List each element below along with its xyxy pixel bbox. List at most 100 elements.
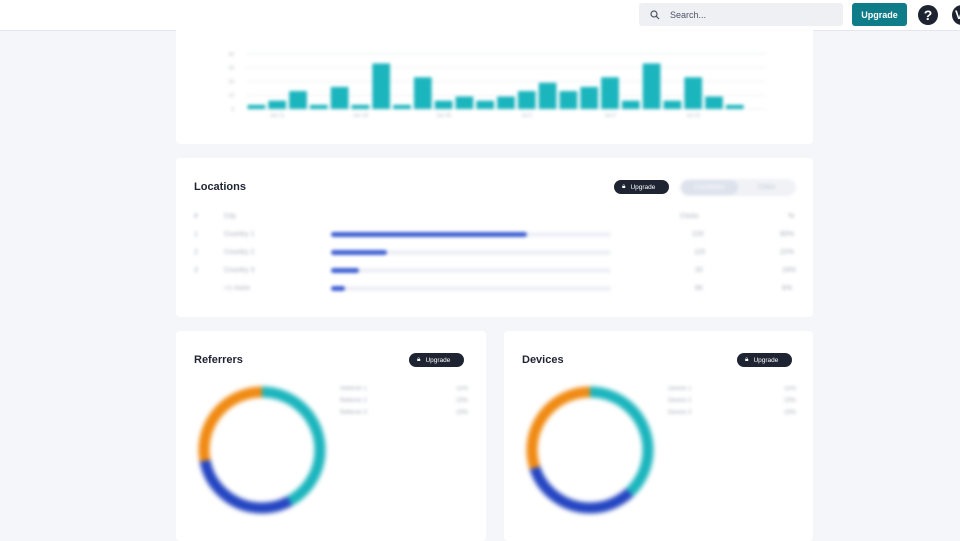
chart-bar xyxy=(684,77,703,109)
chart-bar xyxy=(559,91,578,109)
upgrade-button[interactable]: Upgrade xyxy=(852,3,907,26)
x-tick-label: Jun 25 xyxy=(436,113,451,119)
row-bar-track xyxy=(331,232,611,237)
row-clicks: 20 xyxy=(695,267,703,274)
legend-item-name: Device 1 xyxy=(668,386,692,392)
legend-item-name: Referrer 3 xyxy=(340,410,368,416)
devices-upgrade-label: Upgrade xyxy=(753,356,779,364)
referrers-title: Referrers xyxy=(194,354,243,366)
donut-segment xyxy=(526,386,654,514)
chart-bar xyxy=(580,86,599,109)
top-bar: Upgrade ? V xyxy=(0,0,960,31)
chart-bar xyxy=(642,63,661,109)
legend-item-pct: 15% xyxy=(456,398,469,404)
row-bar-track xyxy=(331,250,611,255)
x-tick-label: Jun 11 xyxy=(270,113,285,119)
y-tick-label: 0 xyxy=(231,107,234,113)
donut-segment xyxy=(526,386,654,514)
legend-item-name: Device 3 xyxy=(668,410,692,416)
chart-bar xyxy=(351,104,370,109)
chart-bar xyxy=(663,100,682,109)
chart-bar xyxy=(725,104,744,109)
row-rank: 1 xyxy=(194,231,198,238)
row-bar-track xyxy=(331,268,611,273)
legend-item-pct: 15% xyxy=(784,386,797,392)
legend-item-name: Device 2 xyxy=(668,398,692,404)
avatar[interactable]: V xyxy=(952,5,960,25)
row-name: Country 1 xyxy=(224,231,255,238)
chart-bar xyxy=(330,86,349,109)
donut-segment xyxy=(198,386,326,514)
devices-donut-chart xyxy=(526,386,654,514)
col-rank-header: # xyxy=(194,213,198,220)
referrers-upgrade-label: Upgrade xyxy=(425,356,451,364)
help-icon[interactable]: ? xyxy=(918,5,938,25)
y-tick-label: 20 xyxy=(228,79,234,85)
chart-bar xyxy=(497,96,515,109)
clicks-chart-card: 0 10 20 30 40 Jun 11 Jun 18 Jun 25 Jul 2 Jul 9 Jul… xyxy=(176,26,813,144)
locations-toggle: Countries Cities xyxy=(680,179,796,196)
y-tick-label: 10 xyxy=(228,93,234,99)
chart-bar xyxy=(476,100,495,109)
row-name: Country 2 xyxy=(224,249,255,256)
col-clicks-header: Clicks xyxy=(680,213,699,220)
x-tick-label: Jul 16 xyxy=(687,113,701,119)
chart-bar xyxy=(309,104,328,109)
chart-bar xyxy=(705,96,723,109)
chart-bar xyxy=(413,77,432,109)
referrers-donut-chart xyxy=(198,386,326,514)
y-tick-label: 40 xyxy=(228,52,234,58)
row-clicks: 115 xyxy=(694,249,706,256)
chart-bar xyxy=(393,104,411,109)
row-pct: 6% xyxy=(782,285,793,292)
row-name: +1 more xyxy=(224,285,250,292)
search-input[interactable] xyxy=(668,8,832,21)
lock-icon: 🔒︎ xyxy=(417,356,421,363)
chart-bar xyxy=(538,82,557,109)
row-name: Country 3 xyxy=(224,267,255,274)
devices-title: Devices xyxy=(522,354,564,366)
legend-item-pct: 15% xyxy=(784,410,797,416)
row-bar-fill xyxy=(331,286,345,291)
referrers-card: Referrers 🔒︎ Upgrade Referrer 1 15% Refer… xyxy=(176,331,486,541)
chart-bar xyxy=(289,91,307,109)
chart-bar xyxy=(517,91,536,109)
devices-upgrade-button[interactable]: 🔒︎ Upgrade xyxy=(737,353,792,367)
col-pct-header: % xyxy=(788,213,795,220)
row-bar-fill xyxy=(331,232,527,237)
locations-title: Locations xyxy=(194,181,246,193)
row-rank: 3 xyxy=(194,267,198,274)
legend-item-pct: 15% xyxy=(456,386,469,392)
devices-card: Devices 🔒︎ Upgrade Device 1 15% Device 2 … xyxy=(504,331,813,541)
locations-upgrade-label: Upgrade xyxy=(630,183,656,191)
x-tick-label: Jul 9 xyxy=(605,113,616,119)
legend-item-pct: 15% xyxy=(456,410,469,416)
locations-table: # City Clicks % 1 Country 1 220 80% 2 Co… xyxy=(176,158,813,317)
chart-bar xyxy=(621,100,640,109)
donut-segment xyxy=(198,386,326,514)
row-pct: 80% xyxy=(780,231,795,238)
search-icon xyxy=(650,9,660,19)
chart-bar xyxy=(455,96,474,109)
legend-item-pct: 15% xyxy=(784,398,797,404)
search-box[interactable] xyxy=(639,3,843,26)
legend-item-name: Referrer 1 xyxy=(340,386,368,392)
row-pct: 22% xyxy=(780,249,795,256)
locations-upgrade-button[interactable]: 🔒︎ Upgrade xyxy=(614,180,669,194)
row-clicks: 66 xyxy=(695,285,703,292)
locations-card: Locations 🔒︎ Upgrade Countries Cities # C… xyxy=(176,158,813,317)
chart-bar xyxy=(601,77,619,109)
col-city-header: City xyxy=(224,213,237,220)
row-pct: 16% xyxy=(782,267,797,274)
toggle-countries[interactable]: Countries xyxy=(681,180,738,195)
chart-bar xyxy=(247,104,266,109)
referrers-upgrade-button[interactable]: 🔒︎ Upgrade xyxy=(409,353,464,367)
toggle-cities[interactable]: Cities xyxy=(757,184,776,191)
row-bar-fill xyxy=(331,250,387,255)
row-rank: 2 xyxy=(194,249,198,256)
x-tick-label: Jun 18 xyxy=(353,113,368,119)
chart-bar xyxy=(372,63,391,109)
chart-bar xyxy=(268,100,287,109)
x-tick-label: Jul 2 xyxy=(522,113,533,119)
y-tick-label: 30 xyxy=(228,66,234,72)
